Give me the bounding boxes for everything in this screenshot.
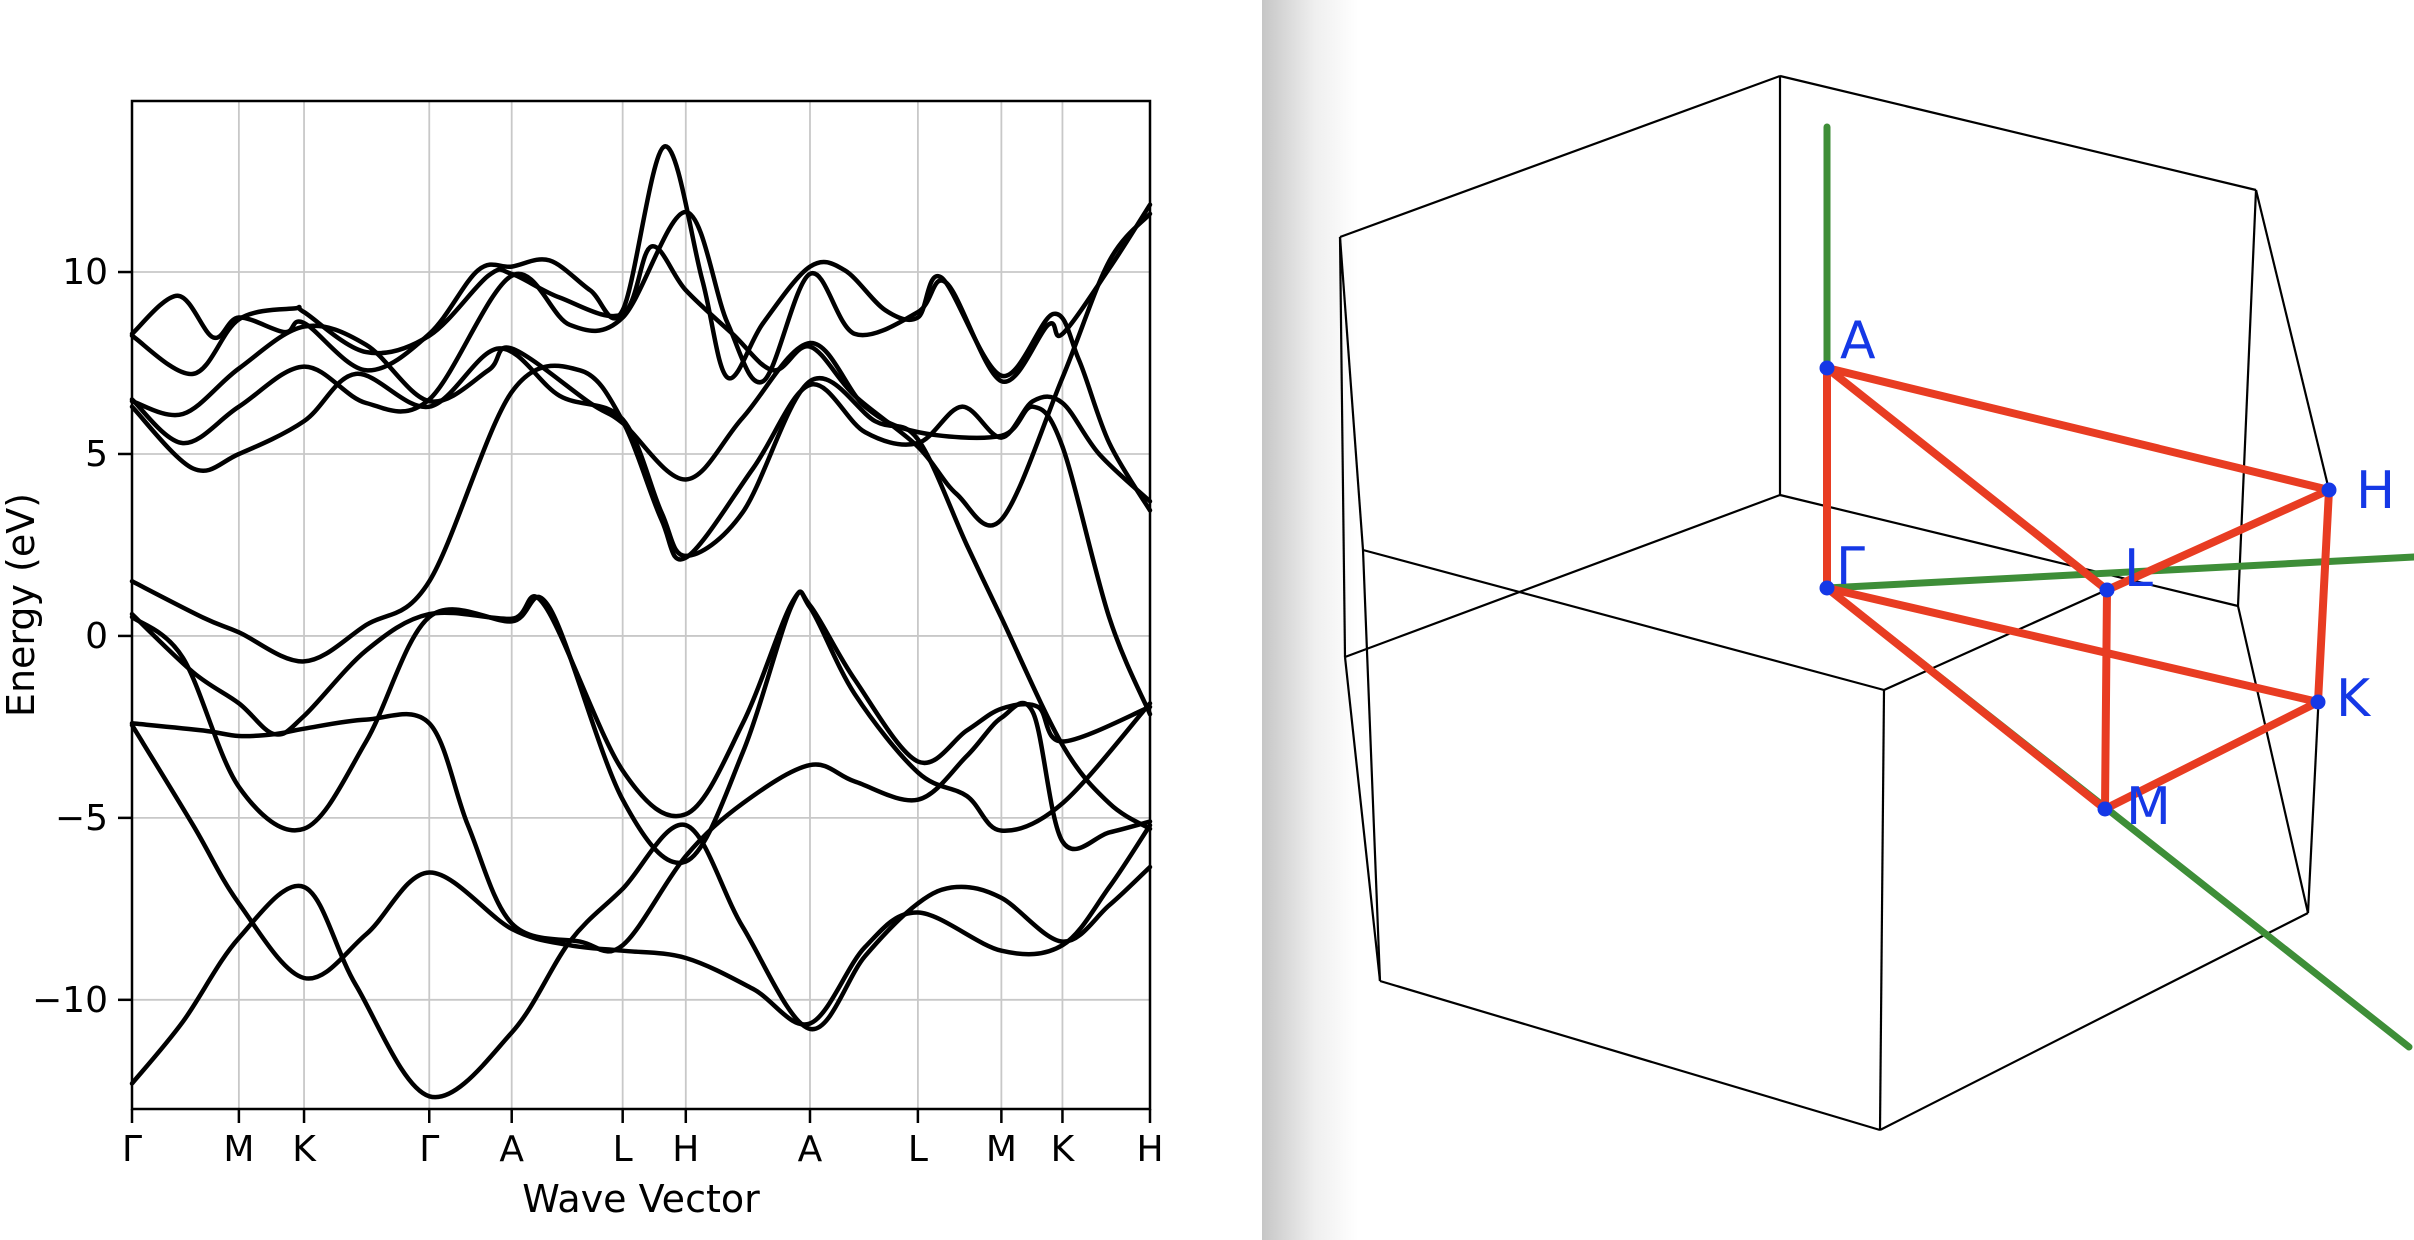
y-tick-label-2: 0 — [85, 616, 108, 657]
kpath-segment-L-H — [2103, 486, 2333, 594]
kpath-segment-GAMMA-M — [1823, 584, 2109, 813]
bz-edge-B6-B1 — [1344, 493, 1781, 659]
x-tick-label-5: L — [613, 1129, 633, 1170]
brillouin-zone-plot: A Γ L H K M — [1338, 74, 2414, 1132]
kpoint-label-1: Γ — [1836, 537, 1865, 597]
y-tick-label-0: 10 — [62, 252, 108, 293]
reciprocal-axis-b2-axis — [1823, 553, 2414, 592]
kpoint-markers-layer — [1819, 360, 2337, 817]
bz-edge-B3-B4 — [1879, 912, 2309, 1131]
kpoint-marker-H — [2321, 482, 2337, 498]
grid-layer — [132, 101, 1150, 1109]
band-curve-band-7 — [129, 346, 1153, 832]
kpath-segment-K-H — [2314, 486, 2333, 706]
band-curve-band-4 — [129, 589, 1153, 866]
y-tick-label-4: −10 — [32, 980, 108, 1021]
bz-edge-T5-B5 — [1361, 549, 1382, 982]
bz-edge-B4-B5 — [1379, 979, 1881, 1132]
kpoint-marker-M — [2097, 801, 2113, 817]
x-axis-title: Wave Vector — [522, 1177, 760, 1221]
kpoint-label-5: M — [2126, 777, 2171, 837]
panel-divider-shadow — [1262, 0, 1358, 1240]
brillouin-zone-panel: A Γ L H K M — [1280, 0, 2414, 1240]
axes-frame-layer — [118, 99, 1152, 1123]
bz-edge-B1-B2 — [1779, 493, 2239, 608]
band-curve-band-2 — [129, 722, 1153, 1027]
kpoint-label-4: K — [2336, 669, 2372, 729]
bz-edge-T5-T6 — [1338, 236, 1365, 551]
kpoint-label-0: A — [1840, 311, 1876, 371]
band-curve-band-11 — [129, 144, 1153, 513]
y-tick-label-1: 5 — [85, 434, 108, 475]
band-curve-band-5 — [129, 589, 1153, 819]
bz-edge-T4-B4 — [1878, 689, 1886, 1131]
bz-edge-B2-B3 — [2236, 605, 2310, 914]
bz-edge-T1-T2 — [1779, 74, 2257, 192]
band-structure-panel: Γ M K Γ A L H A L M K H 10 5 0 −5 −10 Energy (eV) Wave V… — [0, 99, 1164, 1221]
kpath-segment-A-H — [1823, 364, 2333, 494]
x-tick-label-7: A — [798, 1129, 823, 1170]
bz-edge-T2-T3 — [2254, 189, 2331, 491]
band-lines-layer — [129, 144, 1153, 1100]
x-tick-label-1: M — [223, 1129, 254, 1170]
x-tick-label-10: K — [1051, 1129, 1076, 1170]
kpoint-marker-GAMMA — [1819, 580, 1835, 596]
bz-edge-T6-T1 — [1339, 74, 1781, 239]
kpoint-label-3: H — [2356, 461, 2395, 521]
band-curve-band-10 — [129, 211, 1153, 528]
kpoint-marker-K — [2310, 694, 2326, 710]
kpath-segment-M-K — [2101, 698, 2322, 813]
kpath-layer — [1823, 364, 2333, 813]
bz-edge-T4-T5 — [1362, 548, 1885, 692]
x-tick-label-3: Γ — [419, 1129, 439, 1170]
band-curve-band-1 — [129, 822, 1153, 1100]
x-tick-label-2: K — [292, 1129, 317, 1170]
x-tick-label-0: Γ — [122, 1129, 142, 1170]
kpoint-marker-A — [1819, 360, 1835, 376]
x-tick-label-8: L — [908, 1129, 928, 1170]
axes-frame — [130, 99, 1152, 1111]
bz-edge-B5-B6 — [1343, 656, 1382, 982]
x-tick-label-4: A — [499, 1129, 524, 1170]
kpath-segment-L-M — [2101, 586, 2111, 813]
bz-edge-T2-B2 — [2236, 189, 2258, 607]
y-tick-label-3: −5 — [55, 798, 108, 839]
kpoint-label-2: L — [2124, 539, 2153, 599]
bz-wireframe-layer — [1338, 74, 2331, 1132]
band-curve-band-6 — [129, 363, 1153, 664]
kpath-segment-GAMMA-K — [1823, 584, 2322, 706]
band-curve-band-9 — [129, 202, 1153, 446]
x-tick-label-11: H — [1136, 1129, 1163, 1170]
x-tick-label-9: M — [986, 1129, 1017, 1170]
kpoint-labels-layer: A Γ L H K M — [1836, 311, 2395, 837]
kpoint-marker-L — [2099, 582, 2115, 598]
x-tick-label-6: H — [672, 1129, 699, 1170]
kpath-segment-A-L — [1823, 364, 2111, 594]
bz-edge-T6-B6 — [1338, 236, 1347, 658]
y-axis-title: Energy (eV) — [0, 493, 43, 717]
